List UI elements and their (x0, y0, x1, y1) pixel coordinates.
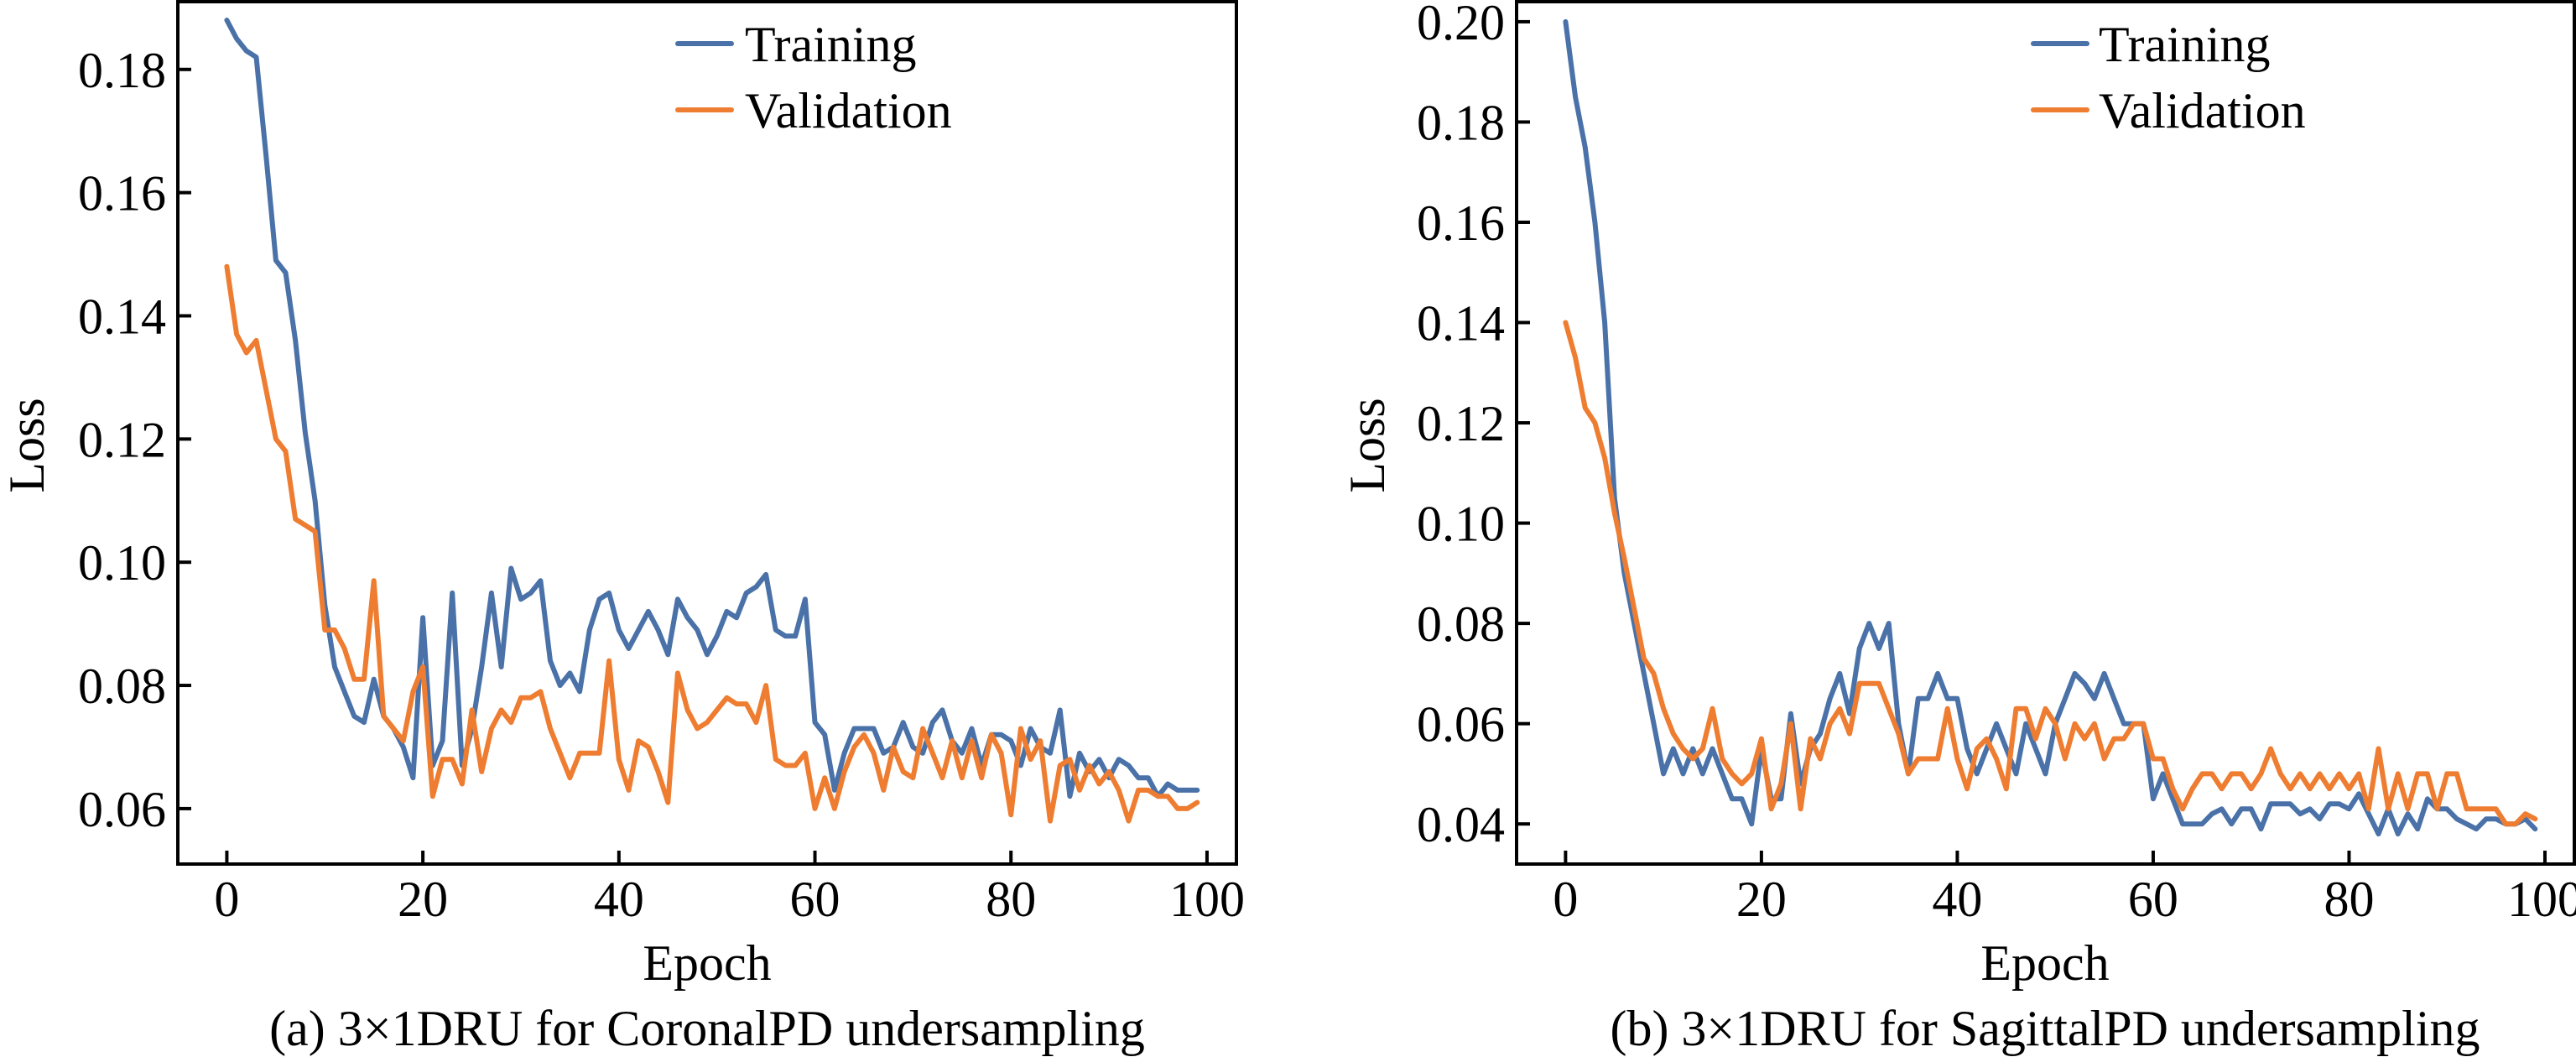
panel-b-y-tick-label: 0.08 (1417, 596, 1505, 652)
panel-a-y-tick-label: 0.14 (78, 289, 166, 344)
panel-a-y-tick-label: 0.06 (78, 782, 166, 837)
panel-a-ticks: 0 20 40 60 80 100 0.06 0.08 0.10 0.12 0.14 0.16 0.18 (78, 43, 1245, 927)
panel-b-series-training (1563, 18, 2538, 837)
panel-b-sagittal: 0 20 40 60 80 100 0.04 0.06 0.08 0.10 0.12 0.14 0.16… (1340, 0, 2576, 1056)
panel-a-plot-frame (176, 0, 1238, 866)
panel-a-legend-label-validation: Validation (745, 83, 952, 138)
panel-b-plot-frame (1515, 0, 2576, 866)
panel-a-series-training (224, 18, 1200, 799)
panel-a-y-tick-label: 0.16 (78, 166, 166, 221)
panel-a-y-tick-label: 0.12 (78, 412, 166, 467)
panel-a-x-axis-label: Epoch (643, 935, 771, 991)
panel-b-legend-label-validation: Validation (2099, 83, 2306, 138)
panel-a-x-tick-label: 80 (986, 872, 1036, 927)
panel-a-x-tick-label: 60 (790, 872, 840, 927)
panel-b-caption: (b) 3×1DRU for SagittalPD undersampling (1610, 1001, 2480, 1056)
panel-b-legend-label-training: Training (2099, 17, 2271, 72)
panel-b-series (1563, 18, 2538, 837)
panel-b-x-axis-label: Epoch (1980, 935, 2109, 991)
panel-a-y-tick-label: 0.10 (78, 535, 166, 591)
panel-a-y-tick-label: 0.18 (78, 43, 166, 98)
panel-b-series-validation (1563, 320, 2538, 827)
panel-b-y-tick-label: 0.04 (1417, 797, 1505, 852)
panel-a-y-tick-label: 0.08 (78, 659, 166, 714)
panel-a-x-tick-label: 40 (594, 872, 644, 927)
panel-a-x-tick-label: 0 (214, 872, 239, 927)
panel-b-x-tick-label: 0 (1553, 872, 1578, 927)
panel-b-y-tick-label: 0.16 (1417, 195, 1505, 251)
panel-b-legend: Training Validation (2031, 17, 2306, 138)
panel-a-legend: Training Validation (675, 17, 952, 138)
panel-a-x-tick-label: 20 (398, 872, 448, 927)
panel-b-x-tick-label: 40 (1932, 872, 1982, 927)
panel-a-y-axis-label: Loss (0, 398, 55, 492)
panel-a-series-validation (224, 263, 1200, 824)
panel-b-y-axis-label: Loss (1340, 398, 1395, 492)
panel-b-x-tick-label: 60 (2128, 872, 2178, 927)
panel-a-series (224, 18, 1200, 824)
panel-b-x-tick-label: 20 (1736, 872, 1787, 927)
panel-b-ticks: 0 20 40 60 80 100 0.04 0.06 0.08 0.10 0.12 0.14 0.16… (1417, 0, 2576, 927)
panel-a-caption: (a) 3×1DRU for CoronalPD undersampling (269, 1001, 1145, 1056)
panel-a-legend-label-training: Training (745, 17, 917, 72)
panel-b-y-tick-label: 0.12 (1417, 396, 1505, 451)
panel-a-coronal: 0 20 40 60 80 100 0.06 0.08 0.10 0.12 0.14 0.16 0.18… (0, 0, 1245, 1056)
panel-b-x-tick-label: 100 (2507, 872, 2576, 927)
panel-b-y-tick-label: 0.06 (1417, 697, 1505, 752)
panel-b-y-tick-label: 0.20 (1417, 0, 1505, 50)
panel-b-y-tick-label: 0.18 (1417, 95, 1505, 150)
panel-b-x-tick-label: 80 (2324, 872, 2374, 927)
panel-a-x-tick-label: 100 (1169, 872, 1245, 927)
panel-b-y-tick-label: 0.10 (1417, 497, 1505, 552)
panel-b-y-tick-label: 0.14 (1417, 296, 1505, 351)
